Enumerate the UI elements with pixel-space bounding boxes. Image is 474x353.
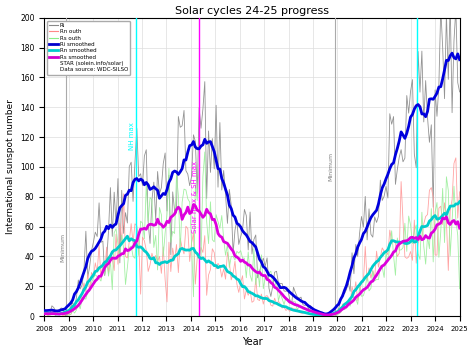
Text: Minimum: Minimum (60, 233, 65, 262)
Text: NH max: NH max (129, 122, 135, 150)
Text: Minimum: Minimum (329, 152, 334, 181)
Y-axis label: International sunspot number: International sunspot number (6, 100, 15, 234)
Legend: Ri, Rn outh, Rs outh, Ri smoothed, Rn smoothed, Rs smoothed, STAR (solein.info/s: Ri, Rn outh, Rs outh, Ri smoothed, Rn sm… (47, 20, 130, 75)
X-axis label: Year: Year (242, 337, 262, 347)
Title: Solar cycles 24-25 progress: Solar cycles 24-25 progress (175, 6, 329, 16)
Text: Solar max & SH max: Solar max & SH max (192, 161, 198, 233)
